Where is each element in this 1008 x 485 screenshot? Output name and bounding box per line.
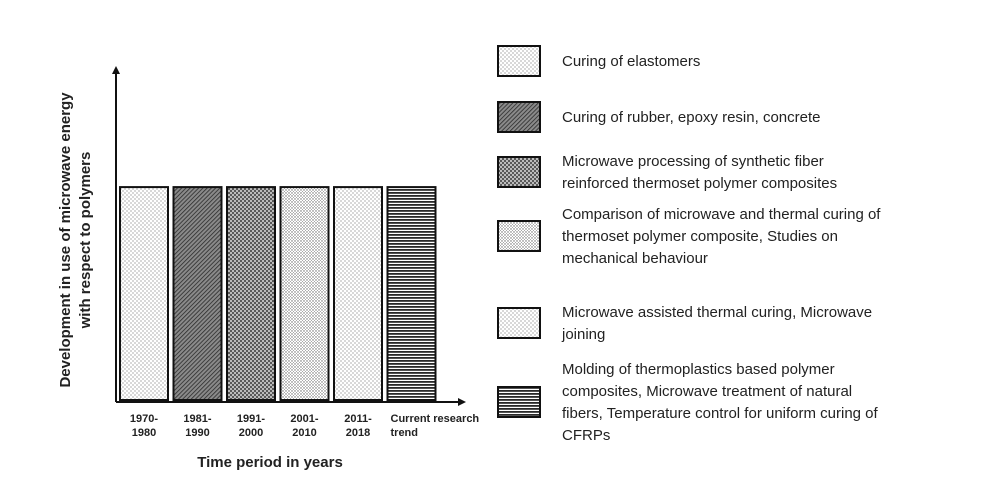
- bar: [172, 186, 223, 401]
- x-tick-label: Current research trend: [391, 413, 480, 439]
- bar: [279, 186, 330, 401]
- legend-label: Curing of elastomers: [562, 53, 700, 70]
- y-axis-label-line: with respect to polymers: [77, 152, 94, 330]
- bar: [333, 186, 383, 401]
- bar: [119, 186, 169, 401]
- legend-swatch: [497, 307, 541, 339]
- legend-swatch: [497, 386, 541, 418]
- legend-label: Microwave assisted thermal curing, Micro…: [561, 304, 872, 343]
- legend-label: Comparison of microwave and thermal curi…: [562, 206, 881, 267]
- legend-label: Microwave processing of synthetic fiber r…: [562, 153, 837, 192]
- x-tick-label: 1991-2000: [237, 413, 265, 439]
- legend-label: Curing of rubber, epoxy resin, concrete: [562, 109, 820, 126]
- x-axis-title: Time period in years: [197, 454, 343, 471]
- x-tick-label: 2011-2018: [344, 413, 372, 439]
- legend-swatch: [497, 45, 541, 77]
- y-axis-label-line: Development in use of microwave energy: [57, 92, 74, 388]
- legend-label: Molding of thermoplastics based polymer c…: [562, 361, 879, 444]
- legend-swatch: [497, 156, 541, 188]
- bars: [119, 186, 437, 401]
- bar: [226, 186, 276, 401]
- legend: Curing of elastomers Curing of rubber, ep…: [497, 45, 881, 444]
- legend-swatch: [497, 220, 541, 252]
- legend-swatch: [497, 101, 541, 133]
- x-tick-label: 1970-1980: [130, 413, 158, 439]
- x-tick-label: 1981-1990: [183, 413, 211, 439]
- x-tick-label: 2001-2010: [290, 413, 318, 439]
- y-axis-label: Development in use of microwave energy wi…: [57, 92, 94, 388]
- tick-labels: 1970-1980 1981-1990 1991-2000 2001-2010 2011…: [130, 413, 480, 439]
- bar: [386, 186, 437, 401]
